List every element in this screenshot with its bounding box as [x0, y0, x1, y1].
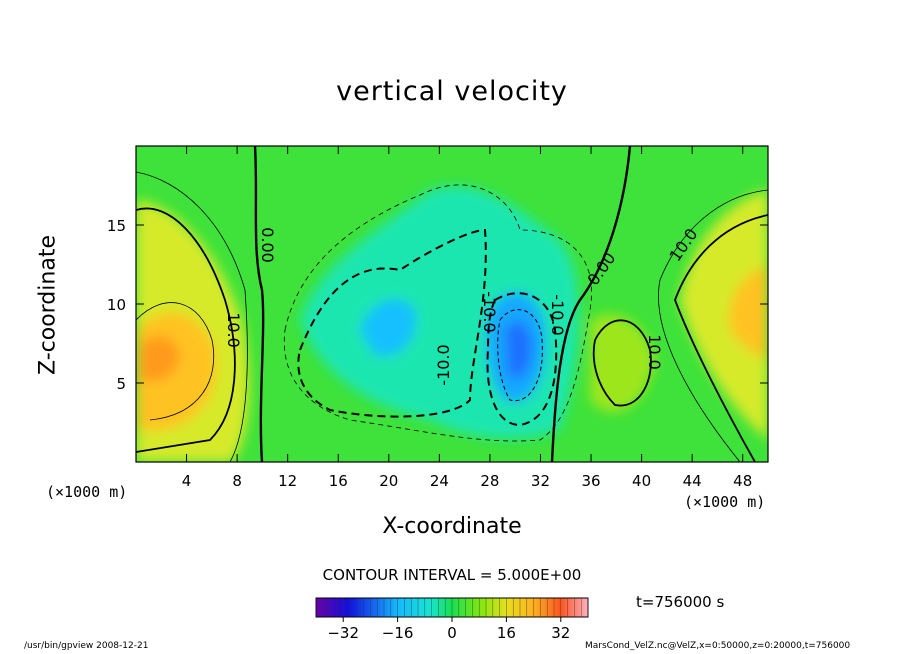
contour-neg5 — [283, 184, 592, 442]
contour-zero-left — [253, 146, 265, 462]
x-tick-label: 8 — [232, 472, 242, 490]
contour-label: 0.00 — [258, 227, 277, 263]
colorbar-tick-label: −32 — [327, 624, 359, 642]
x-tick-label: 48 — [733, 472, 752, 490]
contour-interval-text: CONTOUR INTERVAL = 5.000E+00 — [322, 566, 582, 584]
contour-lines — [136, 146, 768, 462]
positive-region-mid — [590, 314, 655, 413]
x-unit-label: (×1000 m) — [684, 493, 766, 511]
x-tick-label: 40 — [632, 472, 651, 490]
contour-5-right — [658, 189, 768, 462]
time-label: t=756000 s — [636, 593, 725, 611]
negative-peak — [505, 321, 532, 379]
x-tick-label: 44 — [683, 472, 702, 490]
footer-right: MarsCond_VelZ.nc@VelZ,x=0:50000,z=0:2000… — [585, 641, 851, 651]
colorbar-tick-label: 32 — [551, 624, 570, 642]
y-tick-label: 15 — [107, 217, 126, 235]
contour-label: 10.0 — [224, 312, 243, 348]
contour-neg10-main — [297, 228, 487, 418]
x-tick-label: 28 — [480, 472, 499, 490]
negative-core-left — [360, 299, 416, 356]
colorbar-tick-label: −16 — [382, 624, 414, 642]
contour-10-right — [674, 214, 768, 462]
x-tick-label: 24 — [430, 472, 449, 490]
chart-title: vertical velocity — [336, 76, 568, 107]
contour-label: 10.0 — [645, 334, 664, 370]
y-tick-label: 10 — [107, 296, 126, 314]
colorbar-layer: −32 −16 0 16 32 — [315, 598, 589, 642]
x-tick-label: 20 — [379, 472, 398, 490]
contour-label: -10.0 — [480, 291, 499, 332]
contour-zero-right — [550, 146, 632, 462]
x-axis-label: X-coordinate — [382, 514, 522, 539]
contour-neg10-right — [486, 292, 558, 427]
contour-5-left — [136, 171, 248, 462]
colorbar-tick-label: 16 — [497, 624, 516, 642]
x-tick-label: 32 — [531, 472, 550, 490]
x-tick-label: 16 — [329, 472, 348, 490]
contour-15-left — [136, 302, 215, 421]
positive-core-right — [729, 265, 768, 360]
contour-label: -10.0 — [548, 294, 567, 335]
positive-peak-left — [140, 336, 180, 382]
y-unit-label: (×1000 m) — [46, 483, 128, 501]
x-tick-label: 12 — [278, 472, 297, 490]
footer-left: /usr/bin/gpview 2008-12-21 — [24, 641, 149, 651]
contour-label: -10.0 — [434, 344, 453, 385]
colorbar-tick-label: 0 — [447, 624, 457, 642]
x-tick-label: 36 — [581, 472, 600, 490]
contour-neg15 — [497, 309, 543, 402]
y-tick-label: 5 — [116, 375, 126, 393]
x-tick-label: 4 — [182, 472, 192, 490]
contour-10-left — [136, 207, 236, 453]
contour-10-mid — [592, 319, 652, 407]
